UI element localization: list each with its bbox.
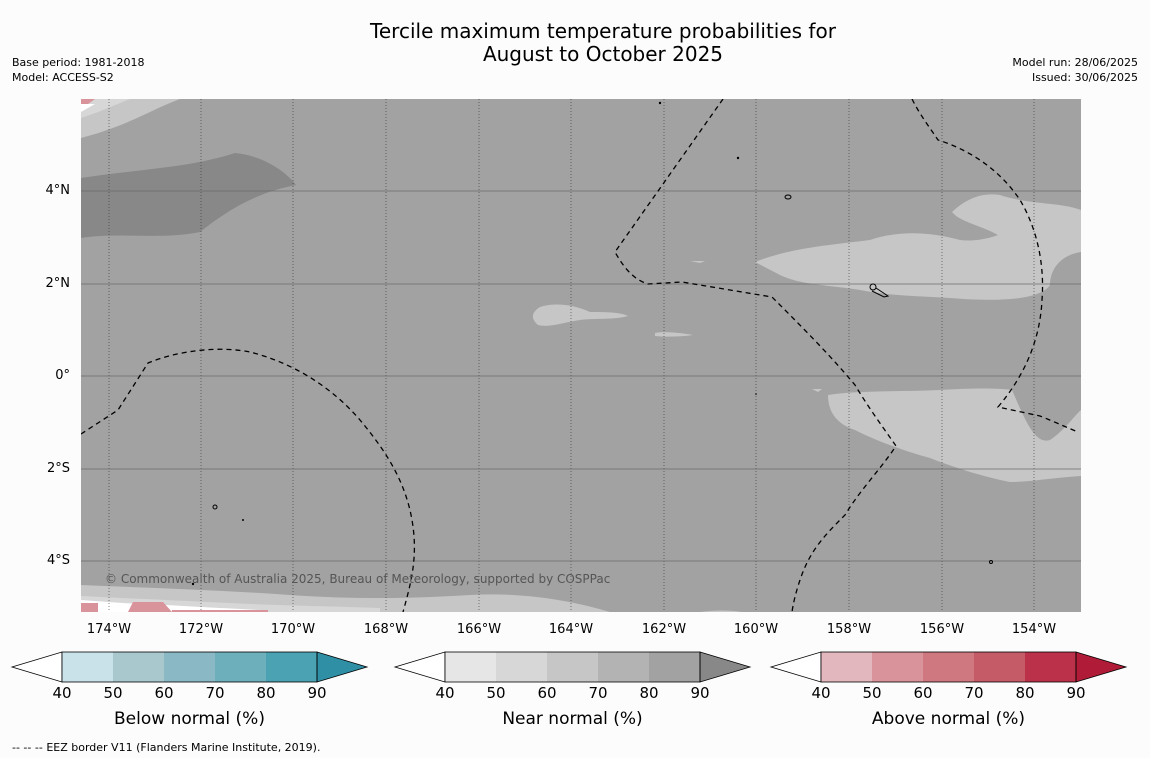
colorbar-outline — [444, 651, 701, 683]
colorbar-tick-label: 60 — [154, 684, 174, 702]
colorbar-tick-label: 70 — [964, 684, 984, 702]
colorbar-segment — [113, 652, 164, 682]
colorbar-segment — [1025, 652, 1076, 682]
colorbar-tick-label: 90 — [690, 684, 710, 702]
colorbar-segment — [974, 652, 1025, 682]
lon-label-156w: 156°W — [919, 622, 965, 637]
above-region-s2 — [128, 602, 172, 612]
colorbar-1 — [10, 651, 369, 683]
colorbar-segment — [872, 652, 923, 682]
colorbar-segment — [215, 652, 266, 682]
model-name: Model: ACCESS-S2 — [12, 71, 114, 84]
colorbar-tick-label: 90 — [1066, 684, 1086, 702]
issued-date: Issued: 30/06/2025 — [1031, 71, 1138, 84]
base-period: Base period: 1981-2018 — [12, 56, 145, 69]
colorbar-segment — [164, 652, 215, 682]
colorbar-2 — [393, 651, 752, 683]
above-region-nw — [81, 99, 95, 104]
lat-label-0: 0° — [55, 368, 70, 383]
island-dot-5 — [755, 393, 757, 395]
lon-label-170w: 170°W — [270, 622, 316, 637]
colorbar-tick-label: 50 — [862, 684, 882, 702]
colorbar-tick-label: 80 — [256, 684, 276, 702]
colorbar-tick-label: 70 — [205, 684, 225, 702]
colorbar-min-extension — [10, 651, 63, 683]
colorbar-max-extension — [1075, 651, 1128, 683]
light-region-se — [828, 388, 1081, 482]
white-band-south — [81, 600, 260, 612]
colorbar-min-extension — [393, 651, 446, 683]
colorbar-max-extension — [316, 651, 369, 683]
colorbar-tick-label: 60 — [537, 684, 557, 702]
lon-label-162w: 162°W — [641, 622, 687, 637]
island-dot-3 — [242, 519, 244, 521]
lat-label-4n: 4°N — [45, 183, 71, 198]
lon-label-174w: 174°W — [86, 622, 132, 637]
lon-label-164w: 164°W — [548, 622, 594, 637]
lat-label-4s: 4°S — [46, 553, 70, 568]
colorbar-tick-label: 90 — [307, 684, 327, 702]
light-region-ne — [755, 194, 1081, 300]
above-region-sw — [81, 603, 98, 612]
colorbar-title: Near normal (%) — [502, 709, 643, 729]
lon-label-172w: 172°W — [178, 622, 224, 637]
colorbar-tick-label: 50 — [486, 684, 506, 702]
dark-region — [81, 153, 296, 238]
island-dot-4 — [191, 582, 195, 586]
colorbar-tick-label: 40 — [52, 684, 72, 702]
colorbar-segment — [821, 652, 872, 682]
colorbar-segment — [62, 652, 113, 682]
map-title-line2: August to October 2025 — [482, 42, 724, 66]
light-patch-tiny2 — [812, 389, 822, 392]
colorbar-min-extension — [769, 651, 822, 683]
colorbar-segment — [266, 652, 317, 682]
colorbar-tick-label: 80 — [639, 684, 659, 702]
colorbar-segment — [547, 652, 598, 682]
lat-label-2s: 2°S — [46, 461, 70, 476]
lat-label-2n: 2°N — [45, 276, 71, 291]
model-run: Model run: 28/06/2025 — [1012, 56, 1138, 69]
island-dot-1 — [658, 101, 662, 105]
white-region-nw — [81, 104, 95, 112]
lighter-region-nw — [81, 99, 130, 118]
colorbar-tick-label: 70 — [588, 684, 608, 702]
eez-borders — [81, 99, 1079, 612]
colorbar-outline — [61, 651, 318, 683]
light-patch-small — [655, 332, 693, 337]
colorbar-segment — [445, 652, 496, 682]
lon-label-166w: 166°W — [456, 622, 502, 637]
colorbar-tick-label: 80 — [1015, 684, 1035, 702]
colorbar-tick-label: 40 — [435, 684, 455, 702]
island-dot-2 — [736, 156, 740, 160]
colorbar-segment — [598, 652, 649, 682]
colorbar-tick-label: 40 — [811, 684, 831, 702]
colorbar-segment — [649, 652, 700, 682]
eez-legend-text: EEZ border V11 (Flanders Marine Institut… — [46, 741, 321, 754]
lon-label-168w: 168°W — [363, 622, 409, 637]
lon-label-158w: 158°W — [826, 622, 872, 637]
lat-gridlines — [81, 190, 1081, 562]
light-patch-tiny — [690, 261, 705, 263]
above-region-s3 — [172, 610, 268, 612]
copyright-notice: © Commonwealth of Australia 2025, Bureau… — [105, 572, 611, 586]
eez-legend-marker: -- -- -- — [12, 741, 43, 754]
eez-legend: -- -- -- EEZ border V11 (Flanders Marine… — [12, 740, 320, 755]
colorbar-segment — [496, 652, 547, 682]
lon-label-154w: 154°W — [1011, 622, 1057, 637]
colorbar-max-extension — [699, 651, 752, 683]
lon-label-160w: 160°W — [733, 622, 779, 637]
colorbar-tick-label: 60 — [913, 684, 933, 702]
colorbar-segment — [923, 652, 974, 682]
light-patch-center — [532, 304, 628, 326]
map-title-line1: Tercile maximum temperature probabilitie… — [370, 19, 836, 43]
light-patch-se — [700, 610, 742, 612]
colorbar-title: Above normal (%) — [871, 709, 1026, 729]
colorbar-outline — [820, 651, 1077, 683]
colorbar-tick-label: 50 — [103, 684, 123, 702]
colorbar-title: Below normal (%) — [114, 709, 265, 729]
islands — [212, 194, 993, 564]
colorbar-3 — [769, 651, 1128, 683]
